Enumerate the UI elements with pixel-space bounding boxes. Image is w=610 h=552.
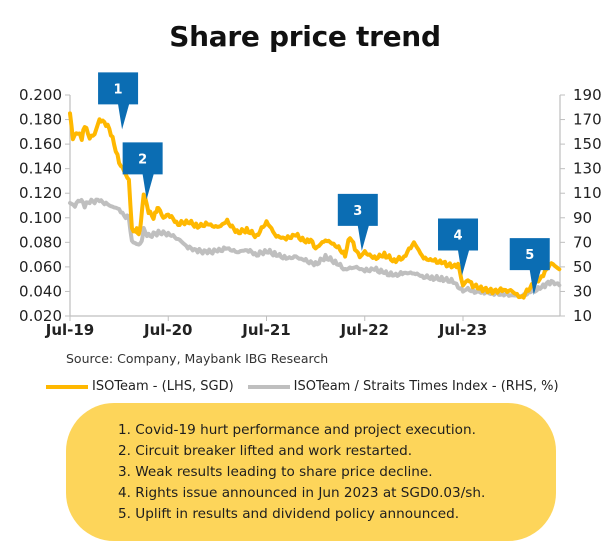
callout-box bbox=[122, 142, 163, 200]
note-2: 2. Circuit breaker lifted and work resta… bbox=[118, 443, 413, 459]
y-tick-label-right: 150 bbox=[573, 135, 602, 153]
y-tick-label-right: 10 bbox=[573, 307, 592, 325]
callout-label: 5 bbox=[525, 248, 534, 263]
y-tick-label-right: 130 bbox=[573, 160, 602, 178]
x-tick-label: Jul-20 bbox=[143, 321, 193, 339]
y-tick-label-right: 110 bbox=[573, 184, 602, 202]
callout-label: 3 bbox=[353, 204, 362, 219]
y-tick-label-left: 0.120 bbox=[19, 184, 62, 202]
callout-label: 4 bbox=[453, 228, 462, 243]
y-tick-label-left: 0.080 bbox=[19, 233, 62, 251]
y-tick-label-left: 0.060 bbox=[19, 258, 62, 276]
y-tick-label-left: 0.100 bbox=[19, 209, 62, 227]
callout-label: 2 bbox=[138, 152, 147, 167]
y-tick-label-left: 0.040 bbox=[19, 282, 62, 300]
y-tick-label-right: 170 bbox=[573, 111, 602, 129]
series-lhs bbox=[68, 111, 562, 300]
x-tick-label: Jul-23 bbox=[438, 321, 488, 339]
callout-box bbox=[98, 72, 139, 130]
note-3: 3. Weak results leading to share price d… bbox=[118, 464, 433, 480]
notes-box: 1. Covid-19 hurt performance and project… bbox=[66, 403, 556, 541]
note-4: 4. Rights issue announced in Jun 2023 at… bbox=[118, 485, 486, 501]
legend-label-rhs: ISOTeam / Straits Times Index - (RHS, %) bbox=[293, 379, 559, 394]
legend-label-lhs: ISOTeam - (LHS, SGD) bbox=[92, 379, 234, 394]
x-tick-label: Jul-22 bbox=[339, 321, 389, 339]
y-tick-label-right: 70 bbox=[573, 233, 592, 251]
callout-label: 1 bbox=[114, 82, 123, 97]
y-tick-label-right: 30 bbox=[573, 282, 592, 300]
y-tick-label-left: 0.180 bbox=[19, 111, 62, 129]
line-isoteam-price bbox=[68, 111, 562, 300]
callout-2: 2 bbox=[122, 142, 163, 200]
callout-box bbox=[438, 218, 479, 276]
y-tick-label-left: 0.140 bbox=[19, 160, 62, 178]
callout-1: 1 bbox=[98, 72, 139, 130]
chart-title: Share price trend bbox=[169, 20, 441, 53]
legend-item-lhs: ISOTeam - (LHS, SGD) bbox=[46, 379, 234, 394]
chart-legend: ISOTeam - (LHS, SGD) ISOTeam / Straits T… bbox=[46, 379, 573, 394]
callout-box bbox=[337, 193, 378, 251]
y-tick-label-right: 90 bbox=[573, 209, 592, 227]
note-5: 5. Uplift in results and dividend policy… bbox=[118, 506, 460, 522]
legend-swatch-lhs bbox=[46, 384, 88, 389]
y-tick-label-right: 50 bbox=[573, 258, 592, 276]
x-tick-label: Jul-19 bbox=[45, 321, 95, 339]
callout-5: 5 bbox=[509, 238, 550, 296]
callout-4: 4 bbox=[438, 218, 479, 276]
callouts: 1 2 3 4 5 bbox=[98, 72, 550, 296]
share-price-chart: 0.200 0.180 0.160 0.140 0.120 0.100 0.080 0.060… bbox=[19, 72, 602, 339]
y-tick-label-right: 190 bbox=[573, 86, 602, 104]
y-tick-label-left: 0.160 bbox=[19, 135, 62, 153]
x-tick-label: Jul-21 bbox=[241, 321, 291, 339]
note-1: 1. Covid-19 hurt performance and project… bbox=[118, 422, 476, 438]
chart-axes: 0.200 0.180 0.160 0.140 0.120 0.100 0.080 0.060… bbox=[19, 86, 602, 339]
source-note: Source: Company, Maybank IBG Research bbox=[66, 351, 329, 366]
callout-3: 3 bbox=[337, 193, 378, 251]
y-tick-label-left: 0.020 bbox=[19, 307, 62, 325]
y-tick-label-left: 0.200 bbox=[19, 86, 62, 104]
legend-item-rhs: ISOTeam / Straits Times Index - (RHS, %) bbox=[247, 379, 559, 394]
legend-swatch-rhs bbox=[247, 384, 290, 389]
callout-box bbox=[509, 238, 550, 296]
